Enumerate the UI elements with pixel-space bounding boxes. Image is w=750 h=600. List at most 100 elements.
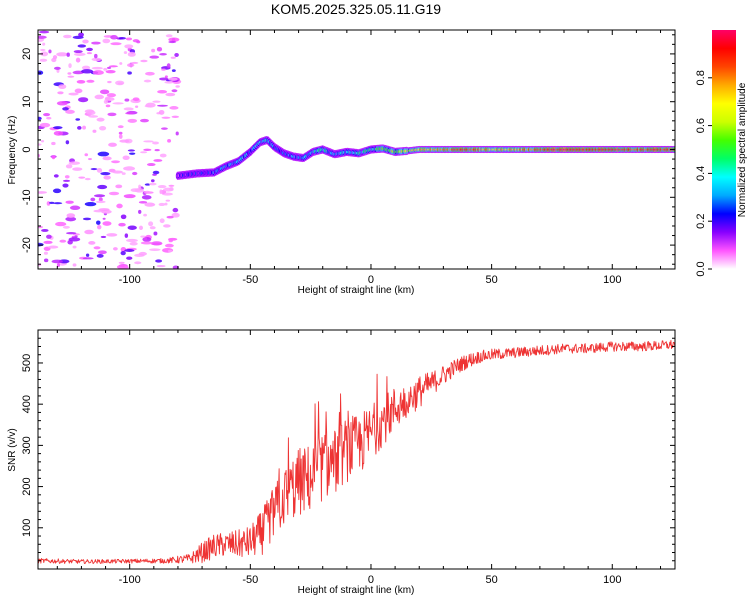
snr-frame bbox=[37, 329, 676, 570]
spectrogram-noise-cell bbox=[152, 100, 161, 103]
spectrogram-noise-cell bbox=[138, 184, 142, 190]
spectrogram-noise-cell bbox=[51, 259, 63, 264]
spectrogram-noise-cell bbox=[149, 226, 156, 230]
spectrogram-noise-cell bbox=[129, 152, 136, 155]
spectrogram-noise-cell bbox=[164, 243, 174, 248]
spectrogram-noise-cell bbox=[118, 134, 123, 139]
spectrogram-noise-cell bbox=[159, 77, 169, 81]
spectrogram-noise-cell bbox=[97, 184, 108, 190]
spectrogram-noise-cell bbox=[139, 118, 149, 123]
spectrogram-noise-cell bbox=[40, 48, 46, 52]
colorbar-gradient bbox=[712, 30, 736, 269]
spectrogram-noise-cell bbox=[110, 42, 122, 46]
spectrogram-noise-cell bbox=[134, 261, 142, 265]
spectrogram-noise-cell bbox=[97, 151, 110, 157]
spectrogram-noise-cell bbox=[157, 89, 168, 94]
spectrogram-noise-cell bbox=[112, 170, 123, 174]
spectrogram-y-label: Frequency (Hz) bbox=[7, 116, 18, 185]
spectrogram-noise-cell bbox=[102, 156, 112, 161]
spectrogram-noise-cell bbox=[124, 98, 130, 102]
spectrogram-noise-cell bbox=[165, 199, 171, 202]
spectrogram-noise-cell bbox=[158, 109, 165, 115]
spectrogram-noise-cell bbox=[156, 264, 166, 268]
spectrogram-noise-cell bbox=[168, 184, 175, 187]
snr-y-tick-label: 200 bbox=[21, 477, 33, 495]
spectrogram-noise-cell bbox=[38, 191, 47, 194]
spectrogram-noise-cell bbox=[152, 170, 160, 175]
spectrogram-noise-cell bbox=[153, 159, 163, 162]
spectrogram-noise-cell bbox=[169, 106, 179, 110]
spectrogram-noise-cell bbox=[127, 51, 136, 57]
spectrogram-noise-cell bbox=[77, 125, 82, 130]
spectrogram-noise-cell bbox=[129, 241, 138, 246]
spectrogram-noise-cell bbox=[82, 39, 89, 44]
spectrogram-noise-cell bbox=[138, 209, 142, 214]
spectrogram-noise-cell bbox=[152, 141, 159, 145]
spectrogram-noise-cell bbox=[65, 109, 75, 114]
spectrogram-noise-cell bbox=[126, 256, 133, 260]
spectrogram-noise-cell bbox=[143, 236, 148, 241]
spectrogram-noise-cell bbox=[143, 79, 152, 83]
spectrogram-noise-cell bbox=[51, 57, 57, 63]
spectrogram-noise-cell bbox=[46, 116, 52, 120]
spectrogram-noise-cell bbox=[65, 164, 73, 169]
spectrogram-noise-cell bbox=[123, 265, 129, 269]
spectrogram-noise-cell bbox=[82, 257, 94, 260]
spectrogram-noise-cell bbox=[93, 194, 106, 198]
spectrogram-noise-cell bbox=[84, 177, 91, 181]
spectrogram-noise-cell bbox=[62, 179, 71, 182]
spectrogram-noise-cell bbox=[153, 231, 158, 236]
spectrogram-noise-cell bbox=[146, 163, 156, 166]
spectrogram-noise-cell bbox=[95, 200, 106, 204]
snr-x-tick-label: 50 bbox=[485, 574, 497, 586]
snr-x-tick-label: 0 bbox=[368, 574, 374, 586]
spectrogram-noise-cell bbox=[122, 155, 130, 160]
spectrogram-noise-cell bbox=[100, 172, 111, 176]
spectrogram-noise-cell bbox=[96, 117, 105, 122]
spectrogram-x-tick-label: 0 bbox=[368, 274, 374, 286]
spectrogram-noise-cell bbox=[73, 50, 83, 54]
spectrogram-noise-cell bbox=[168, 40, 177, 44]
spectrogram-noise-cell bbox=[172, 207, 179, 213]
spectrogram-noise-cell bbox=[74, 88, 83, 94]
spectrogram-noise-cell bbox=[166, 215, 174, 219]
spectrogram-noise-cell bbox=[39, 58, 48, 62]
spectrogram-noise-cell bbox=[72, 263, 77, 267]
spectrogram-noise-cell bbox=[98, 197, 103, 202]
spectrogram-noise-cell bbox=[63, 34, 72, 39]
spectrogram-noise-cell bbox=[159, 189, 163, 195]
spectrogram-noise-cell bbox=[148, 182, 157, 186]
spectrogram-noise-cell bbox=[77, 44, 87, 48]
spectrogram-noise-cell bbox=[72, 167, 83, 171]
spectrogram-noise-cell bbox=[161, 68, 166, 71]
spectrogram-noise-cell bbox=[120, 214, 127, 220]
spectrogram-noise-cell bbox=[161, 127, 168, 130]
spectrogram-cells bbox=[38, 30, 675, 269]
spectrogram-noise-cell bbox=[154, 149, 160, 152]
spectrogram-noise-cell bbox=[62, 183, 69, 188]
spectrogram-noise-cell bbox=[75, 57, 81, 63]
spectrogram-noise-cell bbox=[151, 241, 163, 246]
spectrogram-noise-cell bbox=[157, 184, 167, 189]
spectrogram-noise-cell bbox=[105, 69, 116, 74]
spectrogram-noise-cell bbox=[42, 42, 46, 46]
spectrogram-noise-cell bbox=[123, 107, 134, 111]
spectrogram-noise-cell bbox=[136, 40, 141, 44]
spectrogram-noise-cell bbox=[164, 81, 174, 84]
spectrogram-noise-cell bbox=[84, 229, 94, 235]
spectrogram-noise-cell bbox=[107, 112, 117, 117]
spectrogram-noise-cell bbox=[130, 61, 139, 64]
colorbar-tick-label: 0.6 bbox=[695, 118, 707, 133]
spectrogram-noise-cell bbox=[92, 70, 104, 76]
spectrogram-noise-cell bbox=[68, 63, 72, 68]
spectrogram-noise-cell bbox=[108, 65, 118, 68]
spectrogram-noise-cell bbox=[38, 143, 42, 146]
spectrogram-noise-cell bbox=[144, 104, 152, 108]
snr-x-tick-label: -100 bbox=[119, 574, 141, 586]
spectrogram-noise-cell bbox=[105, 104, 111, 108]
spectrogram-noise-cell bbox=[69, 205, 81, 210]
spectrogram-noise-cell bbox=[156, 46, 163, 52]
spectrogram-noise-cell bbox=[120, 251, 126, 256]
spectrogram-x-tick-label: -100 bbox=[119, 274, 141, 286]
